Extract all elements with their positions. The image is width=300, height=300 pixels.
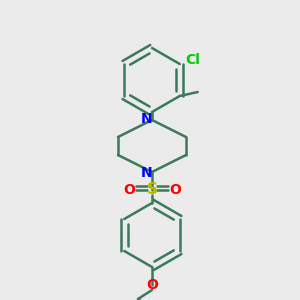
Text: O: O [146,278,158,292]
Text: N: N [141,112,153,126]
Text: S: S [146,182,158,197]
Text: O: O [169,183,181,197]
Text: O: O [123,183,135,197]
Text: Cl: Cl [186,53,201,67]
Text: N: N [141,166,153,180]
